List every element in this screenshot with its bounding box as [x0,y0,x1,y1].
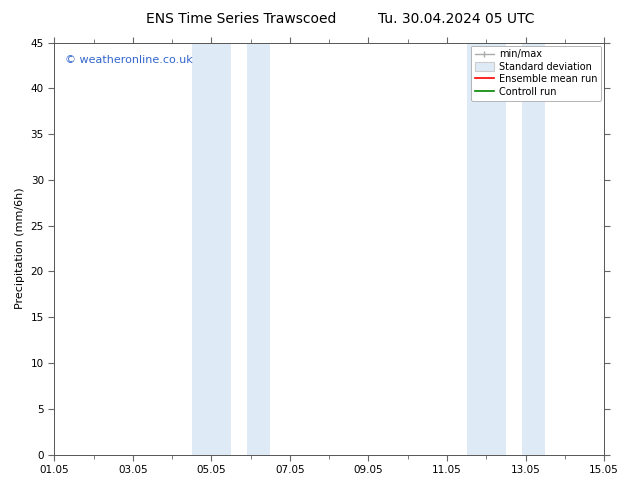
Text: Tu. 30.04.2024 05 UTC: Tu. 30.04.2024 05 UTC [378,12,534,26]
Legend: min/max, Standard deviation, Ensemble mean run, Controll run: min/max, Standard deviation, Ensemble me… [470,46,601,100]
Text: © weatheronline.co.uk: © weatheronline.co.uk [65,55,193,65]
Text: ENS Time Series Trawscoed: ENS Time Series Trawscoed [146,12,336,26]
Bar [467,43,506,455]
Y-axis label: Precipitation (mm/6h): Precipitation (mm/6h) [15,188,25,309]
Bar [522,43,545,455]
Bar [247,43,270,455]
Bar [191,43,231,455]
